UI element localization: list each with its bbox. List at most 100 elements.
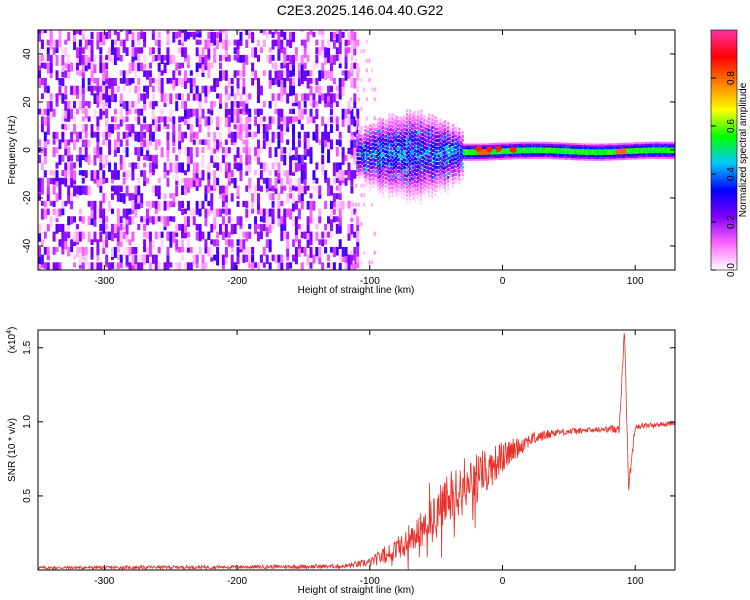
heatmap-cell	[444, 147, 447, 151]
heatmap-cell	[277, 124, 281, 130]
heatmap-cell	[227, 162, 231, 173]
heatmap-cell	[659, 156, 662, 159]
heatmap-cell	[665, 145, 668, 148]
heatmap-cell	[303, 108, 307, 115]
heatmap-cell	[352, 202, 355, 207]
heatmap-cell	[607, 148, 610, 152]
heatmap-cell	[640, 147, 643, 150]
heatmap-cell	[134, 101, 138, 107]
heatmap-cell	[131, 200, 135, 210]
heatmap-cell	[125, 131, 129, 139]
heatmap-cell	[429, 132, 432, 136]
heatmap-cell	[280, 85, 284, 97]
heatmap-cell	[128, 216, 132, 225]
heatmap-cell	[611, 144, 614, 148]
heatmap-cell	[140, 254, 144, 261]
heatmap-cell	[493, 160, 496, 163]
heatmap-cell	[201, 139, 205, 145]
heatmap-cell	[573, 144, 576, 147]
heatmap-cell	[604, 160, 607, 163]
heatmap-cell	[122, 231, 126, 240]
heatmap-cell	[499, 144, 502, 147]
heatmap-cell	[49, 54, 53, 63]
heatmap-cell	[300, 246, 304, 254]
heatmap-cell	[332, 208, 336, 215]
heatmap-cell	[632, 144, 635, 147]
heatmap-cell	[586, 158, 589, 161]
heatmap-cell	[154, 78, 158, 85]
heatmap-cell	[198, 139, 202, 145]
heatmap-cell	[262, 30, 266, 36]
heatmap-cell	[559, 155, 562, 158]
heatmap-cell	[52, 170, 56, 177]
heatmap-cell	[280, 78, 284, 87]
heatmap-cell	[239, 223, 243, 230]
heatmap-cell	[58, 39, 62, 47]
heatmap-cell	[572, 159, 575, 163]
heatmap-cell	[216, 208, 220, 217]
heatmap-cell	[409, 144, 412, 148]
heatmap-cell	[40, 262, 44, 268]
heatmap-cell	[540, 141, 543, 144]
heatmap-cell	[366, 141, 369, 145]
heatmap-cell	[119, 30, 123, 32]
heatmap-cell	[589, 145, 592, 148]
heatmap-cell	[624, 140, 627, 143]
heatmap-cell	[607, 150, 610, 154]
heatmap-cell	[447, 172, 450, 176]
heatmap-cell	[475, 160, 478, 163]
heatmap-cell	[393, 143, 396, 147]
heatmap-cell	[90, 200, 94, 210]
heatmap-cell	[564, 144, 567, 147]
heatmap-cell	[289, 208, 293, 220]
heatmap-cell	[362, 133, 366, 137]
snr-scale-factor: (x104)	[6, 327, 18, 354]
heatmap-cell	[140, 147, 144, 157]
heatmap-cell	[412, 154, 415, 158]
heatmap-cell	[405, 182, 409, 186]
heatmap-cell	[478, 152, 481, 156]
heatmap-cell	[423, 184, 426, 188]
heatmap-cell	[369, 177, 372, 181]
heatmap-cell	[386, 170, 389, 174]
heatmap-cell	[594, 147, 597, 150]
heatmap-cell	[73, 239, 77, 246]
heatmap-cell	[623, 159, 626, 163]
heatmap-cell	[148, 239, 152, 248]
heatmap-cell	[456, 140, 460, 144]
heatmap-cell	[428, 167, 431, 171]
heatmap-cell	[553, 149, 556, 152]
heatmap-cell	[140, 124, 144, 132]
heatmap-cell	[341, 85, 345, 96]
heatmap-cell	[181, 131, 185, 143]
heatmap-cell	[595, 143, 598, 146]
heatmap-cell	[297, 223, 301, 230]
heatmap-cell	[78, 30, 82, 36]
heatmap-cell	[614, 142, 617, 146]
heatmap-cell	[372, 165, 375, 169]
heatmap-cell	[632, 157, 635, 160]
heatmap-cell	[364, 148, 367, 152]
heatmap-cell	[386, 124, 389, 128]
heatmap-cell	[385, 184, 388, 188]
heatmap-cell	[598, 158, 601, 161]
heatmap-cell	[357, 135, 360, 140]
heatmap-cell	[405, 170, 409, 174]
heatmap-cell	[105, 85, 109, 96]
heatmap-cell	[591, 145, 594, 148]
heatmap-cell	[634, 141, 637, 145]
heatmap-cell	[518, 139, 521, 142]
heatmap-cell	[151, 216, 155, 225]
heatmap-cell	[312, 62, 316, 71]
heatmap-cell	[321, 47, 325, 59]
heatmap-cell	[271, 131, 275, 143]
heatmap-cell	[447, 152, 450, 156]
heatmap-cell	[394, 126, 397, 130]
y-tick-label: 20	[22, 96, 33, 108]
heatmap-cell	[353, 116, 357, 127]
heatmap-cell	[410, 165, 413, 169]
heatmap-cell	[561, 155, 564, 158]
heatmap-cell	[502, 144, 505, 147]
heatmap-cell	[352, 260, 355, 265]
heatmap-cell	[604, 154, 607, 157]
